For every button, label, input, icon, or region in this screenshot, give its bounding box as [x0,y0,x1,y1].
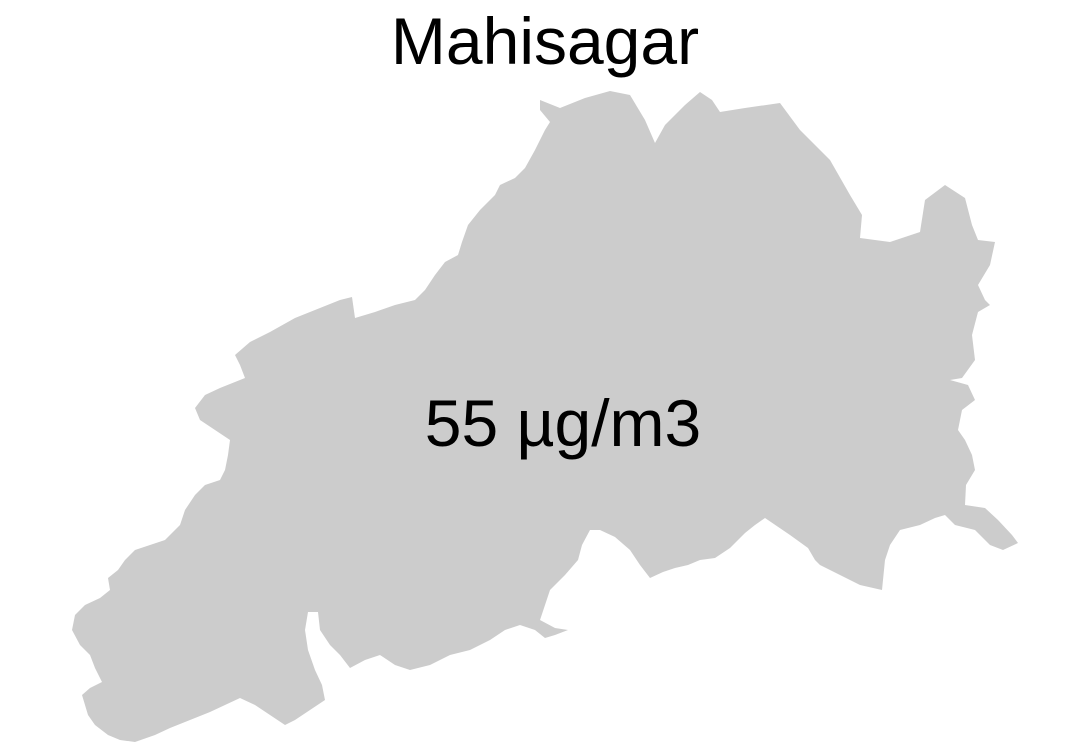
district-value-label: 55 µg/m3 [424,386,702,460]
map-title: Mahisagar [390,4,700,78]
district-shape [72,91,1018,742]
